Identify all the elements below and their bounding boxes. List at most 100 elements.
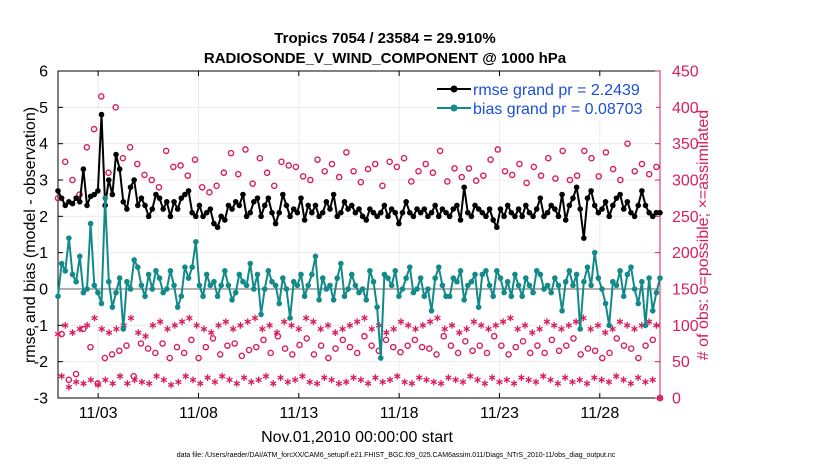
- obs-assimilated-point: [83, 321, 91, 329]
- rmse-point: [541, 213, 547, 220]
- obs-assimilated-point: [175, 378, 182, 386]
- star-stroke: [105, 330, 113, 335]
- bias-line: [57, 197, 661, 359]
- obs-possible-point: [642, 342, 649, 349]
- obs-assimilated-point: [207, 329, 215, 336]
- star-stroke: [434, 315, 441, 321]
- star-stroke: [186, 315, 193, 321]
- obs-possible-point: [418, 343, 426, 351]
- rmse-point: [468, 213, 475, 220]
- obs-assimilated-point: [426, 318, 434, 326]
- obs-possible-point: [350, 167, 357, 175]
- obs-assimilated-point: [98, 325, 106, 333]
- star-stroke: [361, 315, 368, 321]
- rmse-point: [323, 199, 330, 205]
- obs-assimilated-point: [569, 378, 576, 386]
- rmse-point: [312, 202, 319, 209]
- star-stroke: [335, 381, 343, 386]
- obs-possible-point: [343, 149, 350, 156]
- obs-assimilated-point: [521, 321, 529, 329]
- star-stroke: [288, 323, 295, 328]
- obs-possible-point: [328, 160, 336, 168]
- star-stroke: [299, 373, 306, 379]
- obs-possible-point: [353, 349, 361, 357]
- obs-assimilated-point: [211, 378, 219, 386]
- bias-point: [406, 264, 413, 271]
- bias-point: [196, 282, 203, 289]
- obs-possible-point: [188, 336, 195, 344]
- rmse-point: [91, 191, 98, 198]
- star-stroke: [149, 323, 157, 328]
- rmse-point: [153, 191, 159, 198]
- bias-point: [414, 286, 420, 292]
- bias-point: [555, 282, 562, 289]
- star-stroke: [346, 323, 354, 328]
- obs-possible-point: [159, 340, 166, 347]
- obs-possible-point: [227, 149, 235, 157]
- rmse-point: [305, 202, 312, 209]
- obs-assimilated-point: [477, 321, 485, 329]
- star-stroke: [550, 323, 558, 328]
- obs-assimilated-point: [302, 314, 310, 322]
- obs-assimilated-point: [386, 376, 394, 384]
- rmse-point: [338, 209, 344, 216]
- bias-point: [62, 268, 69, 274]
- star-stroke: [138, 379, 146, 385]
- obs-possible-point: [555, 347, 563, 355]
- obs-assimilated-point: [437, 380, 445, 387]
- bias-point: [149, 286, 156, 292]
- obs-assimilated-point: [518, 374, 525, 382]
- obs-assimilated-point: [488, 374, 496, 382]
- obs-assimilated-point: [605, 378, 613, 386]
- obs-assimilated-point: [251, 314, 259, 322]
- obs-assimilated-point: [364, 380, 372, 387]
- obs-assimilated-point: [215, 321, 222, 329]
- obs-possible-point: [580, 147, 588, 155]
- bias-point: [588, 282, 594, 289]
- obs-possible-point: [411, 336, 419, 344]
- obs-possible-point: [368, 342, 375, 349]
- bias-point: [548, 289, 555, 296]
- star-stroke: [76, 326, 84, 332]
- rmse-point: [113, 151, 119, 158]
- obs-possible-point: [162, 147, 170, 155]
- y-axis-left-label: rmse and bias (model - observation): [22, 107, 39, 363]
- bias-point: [218, 282, 224, 289]
- rmse-point: [657, 209, 663, 216]
- rmse-point: [76, 199, 83, 205]
- obs-possible-point: [440, 332, 448, 340]
- obs-assimilated-point: [218, 372, 226, 380]
- obs-possible-point: [238, 352, 246, 360]
- obs-assimilated-point: [156, 318, 164, 326]
- rmse-point: [294, 209, 301, 216]
- y-left-tick-label: 2: [39, 209, 48, 226]
- obs-possible-point: [425, 345, 433, 352]
- rmse-point: [559, 191, 565, 198]
- star-stroke: [404, 323, 412, 328]
- star-stroke: [83, 323, 91, 328]
- star-stroke: [529, 330, 536, 335]
- obs-assimilated-point: [372, 374, 379, 382]
- rmse-point: [290, 206, 297, 212]
- legend-bias-label: bias grand pr = 0.08703: [473, 101, 643, 118]
- bias-point: [116, 275, 123, 281]
- bias-point: [639, 278, 645, 285]
- star-stroke: [532, 379, 540, 385]
- bias-point: [247, 260, 254, 267]
- star-stroke: [328, 377, 335, 383]
- rmse-point: [156, 195, 163, 201]
- bias-point: [519, 293, 525, 300]
- obs-assimilated-point: [353, 318, 361, 326]
- obs-possible-point: [314, 156, 321, 163]
- bias-point: [570, 282, 576, 289]
- obs-possible-point: [609, 165, 617, 173]
- star-stroke: [441, 326, 449, 332]
- obs-possible-point: [415, 167, 422, 175]
- rmse-point: [472, 202, 478, 209]
- bias-point: [261, 286, 268, 292]
- rmse-point: [588, 188, 594, 194]
- obs-possible-point: [112, 104, 119, 111]
- obs-possible-point: [631, 167, 639, 175]
- obs-possible-point: [544, 154, 552, 162]
- obs-possible-point: [101, 354, 109, 362]
